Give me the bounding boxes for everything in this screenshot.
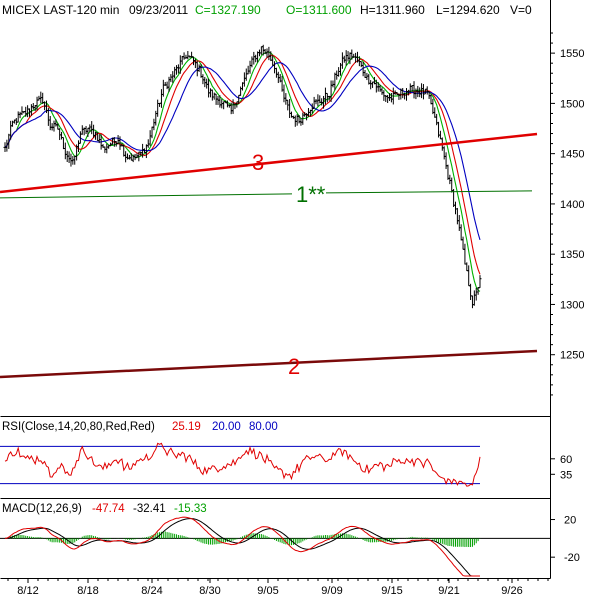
rsi-title-text: RSI(Close,14,20,80,Red,Red) — [2, 421, 155, 433]
time-axis-tick-label: 8/30 — [199, 585, 220, 597]
price-axis-tick-label: 1400 — [560, 199, 584, 211]
rsi-axis-tick-label: 35 — [560, 469, 572, 481]
macd-title-text: MACD(12,26,9) — [2, 503, 82, 515]
trendline-3 — [0, 132, 538, 194]
time-axis-tick-label: 9/21 — [438, 585, 459, 597]
header-volume: V=0 — [510, 3, 532, 17]
header-date: 09/23/2011 — [129, 3, 188, 17]
price-bars-layer — [3, 44, 482, 309]
macd-signal-line — [4, 518, 480, 577]
time-axis-tick-label: 8/12 — [17, 585, 38, 597]
trendline-2-label: 2 — [288, 354, 300, 379]
time-axis-tick-label: 9/15 — [381, 585, 402, 597]
level-1-line-right — [325, 190, 533, 194]
rsi-title: RSI(Close,14,20,80,Red,Red) 25.19 20.00 … — [2, 421, 278, 433]
rsi-current-value: 25.19 — [172, 421, 201, 433]
macd-layer — [0, 516, 550, 577]
header-low: L=1294.620 — [436, 3, 500, 17]
time-axis-tick-label: 9/05 — [257, 585, 278, 597]
price-axis-tick-label: 1350 — [560, 249, 584, 261]
price-axis-tick-label: 1250 — [560, 350, 584, 362]
trendline-2 — [0, 349, 538, 379]
price-axis-tick-label: 1500 — [560, 98, 584, 110]
macd-value: -47.74 — [92, 503, 125, 515]
rsi-axis-tick-label: 60 — [560, 454, 572, 466]
header-symbol: MICEX LAST-120 min — [2, 3, 119, 17]
trendlines-layer: 3 1** 2 — [0, 132, 538, 379]
macd-signal-value: -32.41 — [133, 503, 166, 515]
time-axis-tick-label: 8/18 — [77, 585, 98, 597]
price-axis-tick-label: 1450 — [560, 149, 584, 161]
time-axis-tick-label: 8/24 — [141, 585, 162, 597]
macd-histogram-value: -15.33 — [174, 503, 207, 515]
panel-frames — [0, 0, 551, 579]
level-1-label: 1** — [296, 182, 326, 207]
axis-layer: 1550 1500 1450 1400 1350 1300 1250 8/12 8/18 8/24… — [7, 32, 584, 597]
rsi-layer — [0, 442, 481, 487]
rsi-lower-band-value: 20.00 — [212, 421, 241, 433]
macd-axis-tick-label: 20 — [564, 515, 576, 527]
time-axis-tick-label: 9/26 — [501, 585, 522, 597]
level-1-line-left — [0, 193, 293, 199]
header-high: H=1311.960 — [360, 3, 425, 17]
macd-line — [4, 516, 480, 577]
header-close: C=1327.190 — [195, 3, 261, 17]
time-axis-tick-label: 9/09 — [321, 585, 342, 597]
rsi-line — [4, 442, 481, 487]
macd-axis-tick-label: -20 — [564, 552, 580, 564]
rsi-upper-band-value: 80.00 — [249, 421, 278, 433]
price-axis-tick-label: 1300 — [560, 299, 584, 311]
price-axis-tick-label: 1550 — [560, 48, 584, 60]
trendline-3-label: 3 — [252, 150, 264, 175]
header-open: O=1311.600 — [286, 3, 352, 17]
macd-title: MACD(12,26,9) -47.74 -32.41 -15.33 — [2, 503, 207, 515]
